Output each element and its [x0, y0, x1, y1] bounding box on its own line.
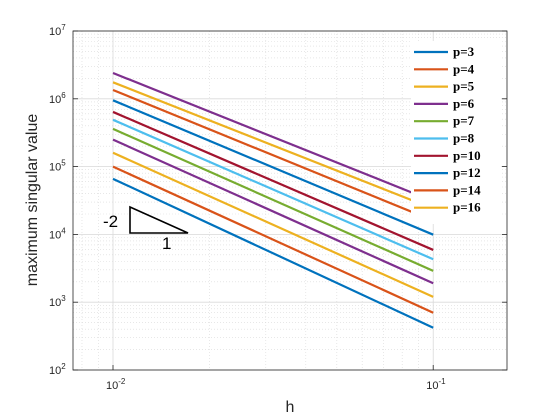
legend-label: p=8 [453, 131, 475, 146]
legend-label: p=4 [453, 61, 475, 76]
slope-run-label: 1 [162, 234, 171, 253]
y-tick-label: 105 [49, 159, 66, 174]
series-line-p14 [112, 88, 434, 222]
y-axis-label: maximum singular value [24, 114, 41, 287]
grid [73, 30, 507, 371]
legend-label: p=10 [453, 148, 481, 163]
series-line-p8 [112, 118, 434, 261]
legend-label: p=16 [453, 200, 481, 215]
slope-triangle-shape [129, 205, 189, 234]
legend-label: p=5 [453, 79, 475, 94]
series-line-p7 [112, 127, 434, 272]
series-line-unlabeled [112, 72, 434, 203]
series-line-p3 [112, 177, 434, 329]
slope-rise-label: -2 [103, 212, 118, 231]
legend-label: p=12 [453, 165, 481, 180]
legend-box [411, 41, 501, 224]
series-line-p5 [112, 151, 434, 298]
legend-label: p=14 [453, 182, 481, 197]
y-tick-label: 107 [49, 23, 66, 38]
axis-ticks: 10-2 10-1 102 103 104 105 106 107 [49, 23, 507, 392]
x-tick-label: 10-2 [106, 377, 126, 392]
series-lines [112, 72, 434, 329]
x-axis-label: h [286, 399, 295, 416]
legend-label: p=7 [453, 113, 475, 128]
x-tick-label: 10-1 [426, 377, 446, 392]
y-tick-label: 102 [49, 362, 66, 377]
plot-frame [72, 30, 508, 371]
legend-label: p=6 [453, 96, 475, 111]
series-line-p10 [112, 110, 434, 251]
series-line-p6 [112, 138, 434, 285]
series-line-p4 [112, 165, 434, 314]
legend-label: p=3 [453, 44, 475, 59]
slope-triangle: -2 1 [103, 205, 189, 253]
legend: p=3 p=4 p=5 p=6 p=7 p=8 p=10 p=12 p=14 p=16 [411, 41, 501, 224]
y-tick-label: 106 [49, 91, 66, 106]
y-tick-label: 103 [49, 294, 66, 309]
series-line-p12 [112, 99, 434, 236]
series-line-p16 [112, 81, 434, 210]
y-tick-label: 104 [49, 226, 66, 241]
